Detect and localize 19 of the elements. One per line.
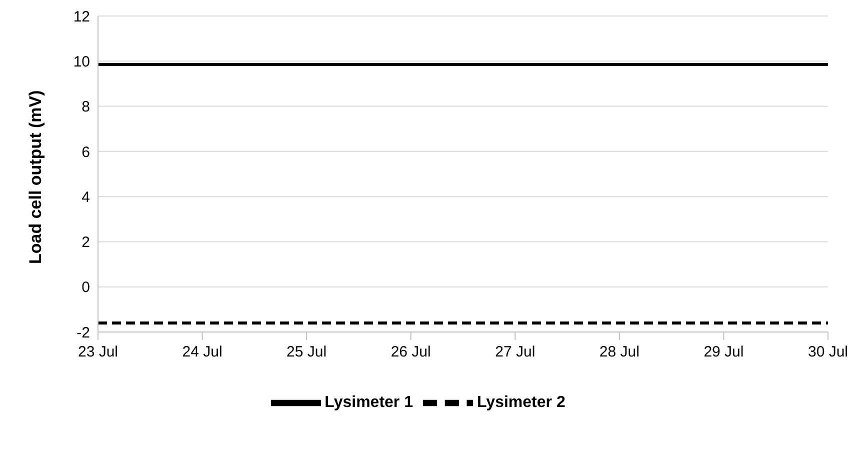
y-tick-label: -2 <box>76 324 90 342</box>
legend-label: Lysimeter 2 <box>477 394 566 412</box>
x-tick-label: 26 Jul <box>390 344 431 361</box>
y-tick-label: 8 <box>82 98 90 116</box>
legend-label: Lysimeter 1 <box>324 394 413 412</box>
x-tick-label: 23 Jul <box>78 344 118 361</box>
y-tick-label: 0 <box>82 279 90 296</box>
x-tick-label: 27 Jul <box>495 344 536 361</box>
y-tick-label: 12 <box>73 8 90 26</box>
y-tick-label: 2 <box>82 234 90 252</box>
x-tick-label: 29 Jul <box>704 344 744 361</box>
y-axis-title: Load cell output (mV) <box>26 90 46 264</box>
x-tick-label: 28 Jul <box>599 344 640 361</box>
x-tick-label: 30 Jul <box>808 344 848 361</box>
x-tick-label: 25 Jul <box>286 344 327 361</box>
y-tick-label: 10 <box>73 53 90 70</box>
x-tick-label: 24 Jul <box>182 344 222 361</box>
y-tick-label: 4 <box>82 188 90 206</box>
y-tick-label: 6 <box>82 144 90 161</box>
